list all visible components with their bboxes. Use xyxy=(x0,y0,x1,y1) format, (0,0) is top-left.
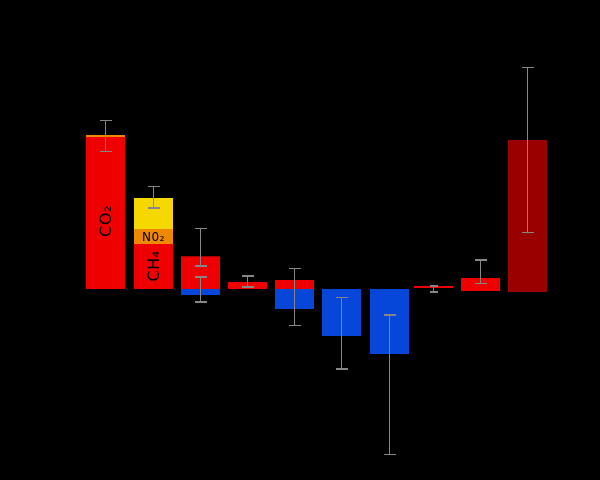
error-bar-cap-bar-4-0-top xyxy=(241,275,254,277)
error-bar-bar-6-0 xyxy=(340,297,343,369)
error-bar-bar-8-0 xyxy=(432,286,435,292)
bar-segment-co2-0 xyxy=(86,134,125,289)
error-bar-cap-bar-9-0-top xyxy=(474,259,487,261)
error-bar-cap-bar-10-0-bottom xyxy=(521,231,534,234)
bar-label-n02: N0₂ xyxy=(142,230,165,244)
error-bar-cap-bar-3-0-bottom xyxy=(194,265,207,267)
error-bar-bar-3-0 xyxy=(199,228,202,266)
error-bar-cap-bar-3-0-top xyxy=(194,227,207,230)
error-bar-cap-bar-3-1-bottom xyxy=(194,301,207,303)
error-bar-cap-bar-7-0-bottom xyxy=(383,453,396,456)
error-bar-bar-7-0 xyxy=(388,315,391,455)
error-bar-bar-3-1 xyxy=(199,276,202,303)
error-bar-cap-bar-6-0-top xyxy=(335,296,348,299)
error-bar-cap-bar-8-0-bottom xyxy=(429,291,438,293)
error-bar-cap-bar-3-1-top xyxy=(194,276,207,278)
error-bar-cap-co2-0-top xyxy=(99,119,112,122)
error-bar-bar-10-0 xyxy=(526,67,529,233)
error-bar-cap-bar-4-0-bottom xyxy=(241,286,254,288)
bar-label-ch4: CH₄ xyxy=(143,249,163,282)
error-bar-cap-bar-5-0-top xyxy=(288,267,301,270)
error-bar-cap-ch4-n02-halocarbons-0-top xyxy=(147,185,160,188)
bar-label-co2: CO₂ xyxy=(95,205,115,237)
error-bar-bar-5-0 xyxy=(293,268,296,326)
bar-segment-ch4-n02-halocarbons-1 xyxy=(134,229,173,245)
error-bar-bar-9-0 xyxy=(479,260,482,284)
error-bar-co2-0 xyxy=(104,120,107,152)
error-bar-cap-bar-6-0-bottom xyxy=(335,368,348,370)
error-bar-bar-4-0 xyxy=(246,275,249,288)
error-bar-cap-bar-10-0-top xyxy=(521,66,534,69)
bar-segment-ch4-n02-halocarbons-0 xyxy=(134,244,173,289)
error-bar-cap-bar-8-0-top xyxy=(429,285,438,287)
error-bar-cap-bar-5-0-bottom xyxy=(288,324,301,327)
error-bar-cap-bar-9-0-bottom xyxy=(474,282,487,285)
error-bar-cap-ch4-n02-halocarbons-0-bottom xyxy=(147,207,160,209)
error-bar-cap-bar-7-0-top xyxy=(383,314,396,316)
error-bar-ch4-n02-halocarbons-0 xyxy=(152,186,155,209)
error-bar-cap-co2-0-bottom xyxy=(99,150,112,153)
bar-segment-bar-9-0 xyxy=(461,277,500,291)
